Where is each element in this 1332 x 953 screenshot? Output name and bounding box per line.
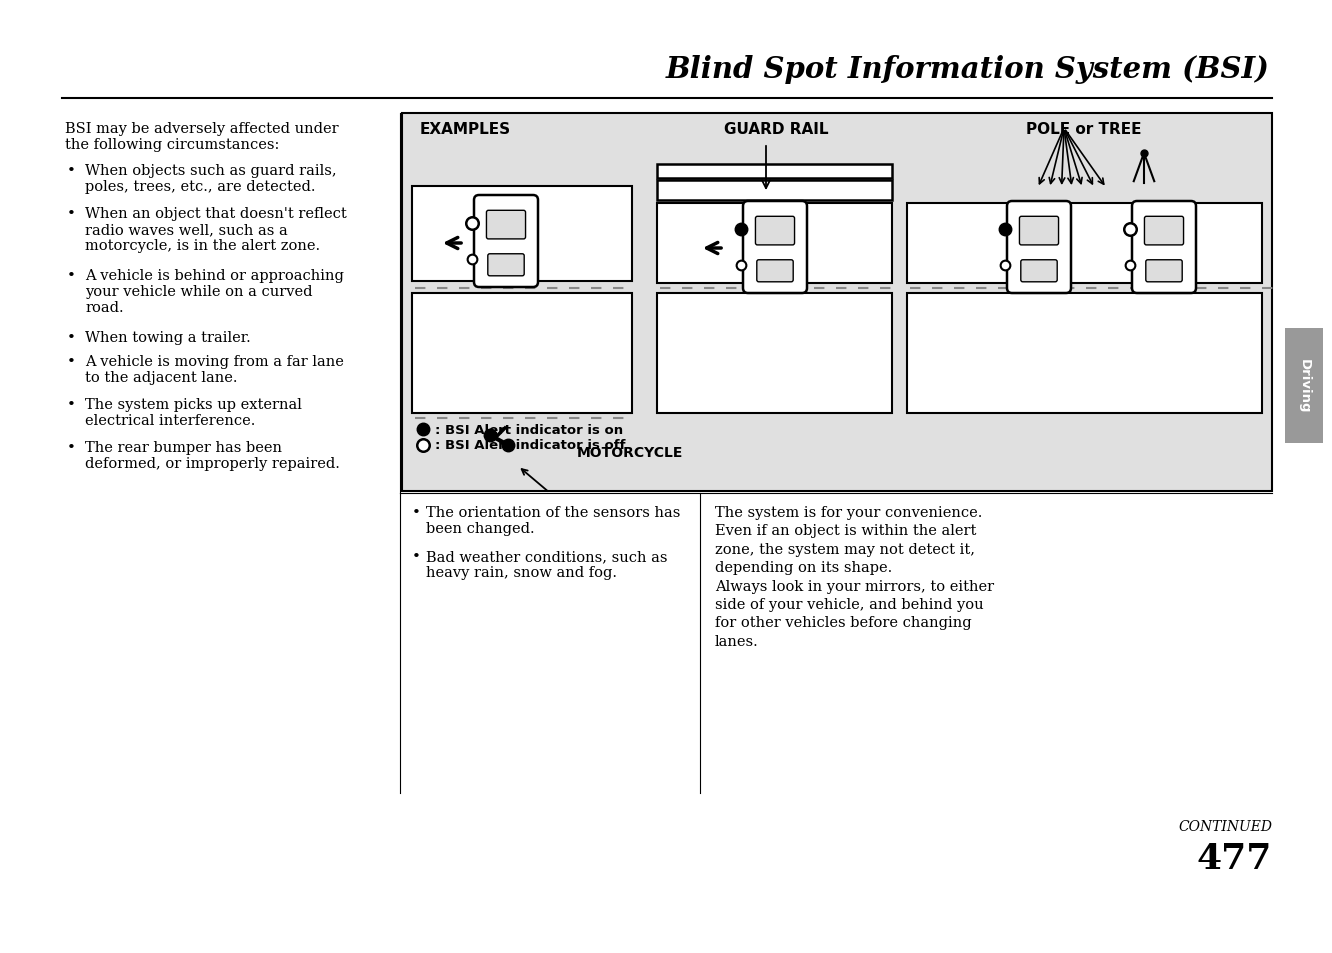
Bar (412, 187, 631, 282)
Text: •: • (412, 505, 421, 519)
Text: •: • (67, 397, 76, 412)
Text: When towing a trailer.: When towing a trailer. (85, 331, 250, 345)
Bar (412, 294, 631, 414)
FancyBboxPatch shape (474, 195, 538, 288)
Text: •: • (412, 550, 421, 563)
Bar (657, 181, 892, 201)
Text: •: • (67, 440, 76, 455)
FancyBboxPatch shape (1007, 202, 1071, 294)
Bar (402, 113, 1272, 492)
Text: EXAMPLES: EXAMPLES (420, 122, 511, 137)
FancyBboxPatch shape (1020, 260, 1058, 282)
Bar (657, 204, 892, 284)
Text: When objects such as guard rails,
poles, trees, etc., are detected.: When objects such as guard rails, poles,… (85, 164, 337, 194)
Text: : BSI Alert indicator is off: : BSI Alert indicator is off (436, 439, 626, 452)
FancyBboxPatch shape (486, 211, 526, 239)
Text: The orientation of the sensors has
been changed.: The orientation of the sensors has been … (426, 505, 681, 536)
Text: •: • (67, 269, 76, 283)
Text: Driving: Driving (1297, 359, 1311, 414)
Text: •: • (67, 331, 76, 345)
Bar (1285, 329, 1323, 443)
Text: GUARD RAIL: GUARD RAIL (723, 122, 829, 137)
Text: •: • (67, 207, 76, 221)
Bar (657, 165, 892, 179)
Text: POLE or TREE: POLE or TREE (1026, 122, 1142, 137)
Bar (907, 204, 1261, 284)
FancyBboxPatch shape (1144, 217, 1184, 246)
FancyBboxPatch shape (488, 254, 525, 276)
Text: BSI may be adversely affected under
the following circumstances:: BSI may be adversely affected under the … (65, 122, 338, 152)
FancyBboxPatch shape (757, 260, 793, 282)
Bar (907, 294, 1261, 414)
Text: •: • (67, 164, 76, 178)
Text: : BSI Alert indicator is on: : BSI Alert indicator is on (436, 423, 623, 436)
Text: The rear bumper has been
deformed, or improperly repaired.: The rear bumper has been deformed, or im… (85, 440, 340, 471)
Text: MOTORCYCLE: MOTORCYCLE (577, 446, 683, 459)
Text: CONTINUED: CONTINUED (1177, 820, 1272, 833)
Text: Bad weather conditions, such as
heavy rain, snow and fog.: Bad weather conditions, such as heavy ra… (426, 550, 667, 579)
Text: When an object that doesn't reflect
radio waves well, such as a
motorcycle, is i: When an object that doesn't reflect radi… (85, 207, 346, 253)
Text: The system picks up external
electrical interference.: The system picks up external electrical … (85, 397, 302, 428)
Text: •: • (67, 355, 76, 369)
Text: Blind Spot Information System (BSI): Blind Spot Information System (BSI) (666, 55, 1269, 84)
Text: The system is for your convenience.
Even if an object is within the alert
zone, : The system is for your convenience. Even… (715, 505, 994, 648)
FancyBboxPatch shape (743, 202, 807, 294)
Text: A vehicle is behind or approaching
your vehicle while on a curved
road.: A vehicle is behind or approaching your … (85, 269, 344, 315)
Text: 477: 477 (1196, 841, 1272, 875)
Bar (657, 294, 892, 414)
FancyBboxPatch shape (1132, 202, 1196, 294)
FancyBboxPatch shape (755, 217, 795, 246)
FancyBboxPatch shape (1146, 260, 1183, 282)
Text: A vehicle is moving from a far lane
to the adjacent lane.: A vehicle is moving from a far lane to t… (85, 355, 344, 385)
FancyBboxPatch shape (1019, 217, 1059, 246)
